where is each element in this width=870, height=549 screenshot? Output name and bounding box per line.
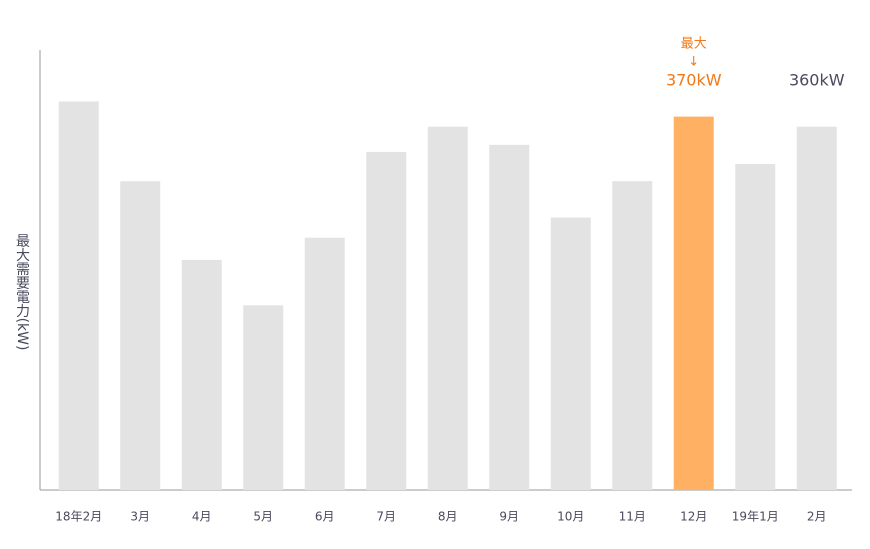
bar [366,151,407,490]
bar [427,126,468,490]
value-label: 370kW [666,71,722,90]
x-tick-label: 9月 [499,510,519,524]
bar [243,305,284,490]
x-tick-label: 7月 [376,510,396,524]
x-tick-label: 2月 [807,510,827,524]
x-tick-label: 3月 [130,510,150,524]
x-tick-label: 4月 [192,510,212,524]
bar [58,101,99,490]
x-tick-label: 10月 [557,510,584,524]
annotation: 最大 [681,37,707,52]
bar [550,217,591,490]
x-tick-label: 11月 [619,510,646,524]
x-tick-label: 18年2月 [55,510,102,524]
bar [181,259,222,490]
x-tick-label: 8月 [438,510,458,524]
annotation-arrow: ↓ [688,55,699,70]
bar [796,126,837,490]
bar [120,181,161,490]
x-tick-label: 12月 [680,510,707,524]
x-tick-label: 5月 [253,510,273,524]
x-tick-label: 6月 [315,510,335,524]
bar [304,237,345,490]
y-axis-label: 最大需要電力(kW) [14,234,30,351]
value-label: 360kW [789,71,845,90]
bar [612,181,653,490]
bar [673,116,714,491]
x-tick-label: 19年1月 [732,510,779,524]
bar [489,144,530,491]
bar [735,164,776,491]
